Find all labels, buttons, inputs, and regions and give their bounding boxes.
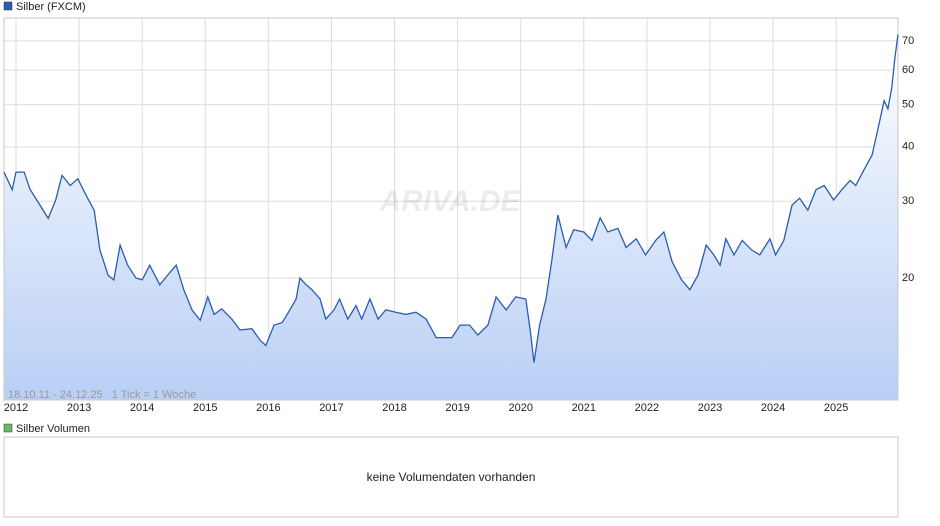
y-tick-label: 70	[902, 35, 914, 47]
volume-message: keine Volumendaten vorhanden	[367, 470, 536, 484]
x-tick-label: 2015	[193, 402, 217, 414]
x-tick-label: 2012	[4, 402, 28, 414]
x-tick-label: 2022	[635, 402, 659, 414]
x-tick-label: 2016	[256, 402, 280, 414]
x-tick-label: 2021	[572, 402, 596, 414]
x-tick-label: 2014	[130, 402, 154, 414]
y-tick-label: 50	[902, 98, 914, 110]
y-tick-label: 20	[902, 272, 914, 284]
x-tick-label: 2017	[319, 402, 343, 414]
x-tick-label: 2024	[761, 402, 785, 414]
x-tick-label: 2023	[698, 402, 722, 414]
x-tick-label: 2025	[824, 402, 848, 414]
watermark: ARIVA.DE	[378, 185, 521, 218]
y-tick-label: 40	[902, 141, 914, 153]
subtitle: 18.10.11 - 24.12.25 1 Tick = 1 Woche	[8, 389, 196, 401]
legend-swatch	[3, 1, 13, 11]
x-tick-label: 2020	[508, 402, 532, 414]
volume-frame	[3, 436, 899, 518]
legend-swatch	[3, 423, 13, 433]
x-tick-label: 2019	[445, 402, 469, 414]
x-tick-label: 2018	[382, 402, 406, 414]
y-tick-label: 30	[902, 195, 914, 207]
legend-label: Silber (FXCM)	[16, 1, 86, 13]
legend-label: Silber Volumen	[16, 423, 90, 435]
x-tick-label: 2013	[67, 402, 91, 414]
plot-frame	[3, 17, 899, 401]
line	[3, 34, 899, 363]
area	[4, 34, 898, 400]
y-tick-label: 60	[902, 64, 914, 76]
